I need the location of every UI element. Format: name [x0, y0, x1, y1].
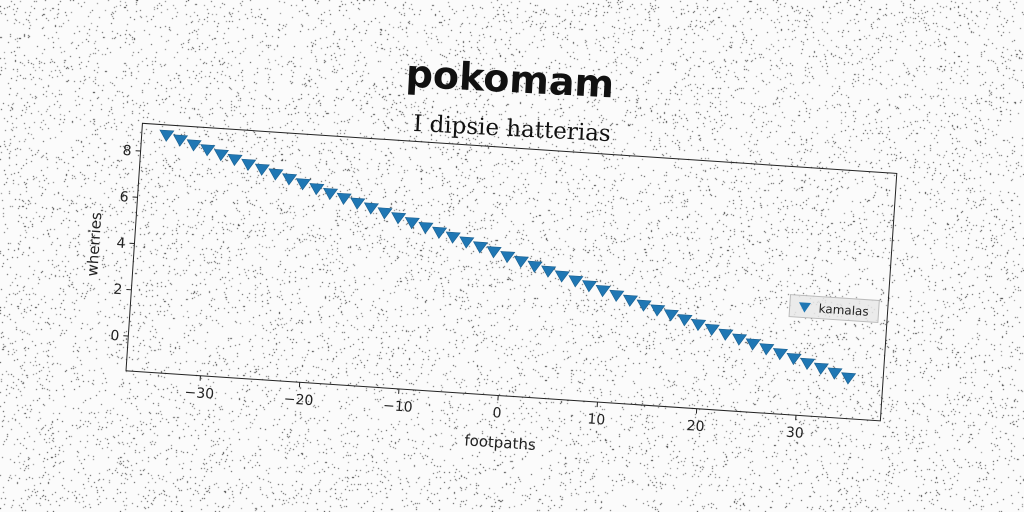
- x-tick-label: 0: [492, 405, 502, 422]
- data-point: [254, 163, 270, 176]
- data-point: [309, 183, 325, 196]
- y-tick-label: 8: [122, 143, 132, 160]
- data-point: [827, 367, 843, 380]
- data-point: [227, 153, 243, 167]
- chart-subtitle: I dipsie hatterias: [413, 111, 612, 147]
- data-point: [295, 178, 311, 191]
- data-point: [745, 338, 761, 351]
- data-point: [404, 217, 420, 230]
- data-point: [391, 212, 407, 225]
- data-point: [772, 348, 789, 361]
- data-point: [609, 289, 625, 303]
- data-point: [513, 255, 529, 269]
- data-point: [636, 299, 652, 312]
- data-point: [241, 158, 257, 171]
- series-kamalas: [159, 129, 857, 385]
- data-point: [704, 323, 720, 337]
- data-point: [500, 251, 516, 264]
- x-tick-label: 20: [686, 418, 705, 435]
- data-point: [568, 275, 584, 288]
- data-point: [213, 149, 229, 162]
- data-point: [418, 221, 434, 235]
- x-tick-label: −20: [283, 391, 314, 409]
- x-axis-label: footpaths: [464, 431, 537, 454]
- plot-frame: [125, 122, 898, 422]
- data-point: [786, 352, 802, 366]
- data-point: [432, 226, 448, 239]
- data-point: [759, 343, 775, 356]
- data-point: [363, 202, 379, 215]
- data-point: [841, 372, 857, 385]
- data-point: [541, 265, 557, 278]
- data-point: [650, 304, 666, 317]
- data-point: [322, 187, 339, 201]
- data-point: [622, 294, 639, 307]
- data-point: [472, 241, 489, 254]
- chart-title: pokomam: [405, 52, 616, 107]
- data-point: [282, 173, 298, 186]
- data-point: [173, 134, 189, 147]
- y-tick-label: 4: [116, 235, 126, 252]
- data-point: [336, 192, 352, 205]
- data-point: [268, 168, 284, 181]
- data-point: [377, 207, 393, 220]
- legend-label: kamalas: [818, 302, 869, 319]
- data-point: [554, 270, 570, 283]
- plot-area: −30 −20 −10 0 10 20 30 0 2 4 6 8 footpaths wherrie…: [83, 122, 898, 454]
- data-point: [445, 231, 461, 244]
- data-point: [159, 129, 175, 142]
- data-point: [800, 357, 816, 371]
- x-tick-label: −30: [184, 385, 215, 403]
- y-tick-label: 2: [113, 282, 123, 299]
- y-tick-label: 0: [110, 328, 120, 345]
- y-tick-label: 6: [119, 189, 129, 206]
- data-point: [186, 139, 202, 152]
- data-point: [663, 309, 679, 322]
- data-point: [718, 328, 734, 341]
- data-point: [677, 314, 693, 327]
- y-axis: 0 2 4 6 8: [110, 143, 141, 345]
- data-point: [595, 285, 611, 298]
- data-point: [350, 197, 366, 210]
- data-point: [582, 280, 598, 293]
- x-tick-label: 10: [587, 411, 606, 428]
- data-point: [200, 144, 216, 157]
- data-point: [691, 318, 707, 332]
- x-tick-label: −10: [382, 398, 413, 416]
- data-point: [813, 362, 829, 375]
- x-tick-label: 30: [785, 425, 804, 442]
- data-point: [527, 260, 543, 273]
- legend-box: [788, 294, 880, 324]
- data-point: [459, 236, 475, 249]
- data-point: [486, 246, 502, 259]
- data-point: [732, 333, 748, 346]
- legend: kamalas: [788, 294, 880, 324]
- legend-marker: [799, 302, 812, 313]
- x-axis: −30 −20 −10 0 10 20 30: [184, 375, 804, 442]
- y-axis-label: wherries: [83, 212, 105, 278]
